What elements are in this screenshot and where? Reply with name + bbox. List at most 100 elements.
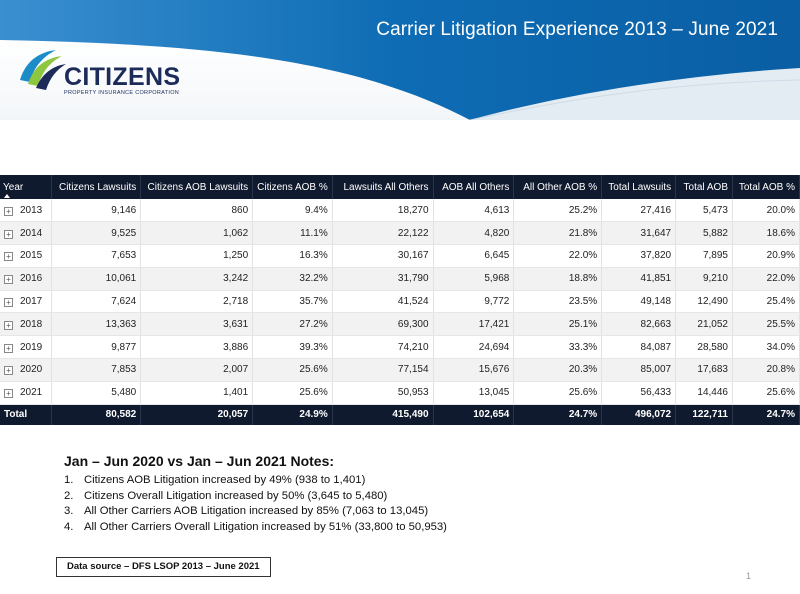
column-header[interactable]: Total AOB [675, 175, 733, 199]
table-cell: 10,061 [51, 267, 142, 291]
table-cell: 18.8% [513, 267, 603, 291]
table-cell: 20.9% [732, 244, 800, 268]
total-cell: 80,582 [51, 404, 142, 426]
total-row: Total 80,582 20,057 24.9% 415,490 102,654 24.7… [0, 404, 800, 426]
table-cell: 12,490 [675, 290, 733, 314]
table-cell: 9,525 [51, 221, 142, 246]
table-cell: 2,007 [140, 358, 254, 382]
expand-row-icon[interactable]: + [4, 343, 13, 353]
column-header[interactable]: Citizens AOB Lawsuits [140, 175, 254, 199]
table-cell: 28,580 [675, 335, 733, 360]
table-cell: 25.6% [732, 381, 800, 405]
table-cell: 31,647 [601, 221, 677, 246]
total-cell: 24.9% [252, 404, 333, 426]
expand-row-icon[interactable]: + [4, 366, 13, 376]
list-item: 4. All Other Carriers Overall Litigation … [64, 520, 447, 533]
table-cell: 56,433 [601, 381, 677, 405]
total-cell: 102,654 [433, 404, 515, 426]
table-cell: 41,851 [601, 267, 677, 291]
table-cell: 25.2% [513, 199, 603, 223]
year-cell: +2017 [0, 290, 53, 314]
table-header-row: Year Citizens Lawsuits Citizens AOB Laws… [0, 175, 800, 199]
table-cell: 3,242 [140, 267, 254, 291]
logo-wordmark: CITIZENS [64, 63, 181, 91]
expand-row-icon[interactable]: + [4, 320, 13, 330]
table-cell: 49,148 [601, 290, 677, 314]
table-cell: 31,790 [332, 267, 434, 291]
table-cell: 9,877 [51, 335, 142, 360]
expand-row-icon[interactable]: + [4, 298, 13, 308]
sort-ascending-icon[interactable] [4, 194, 10, 198]
year-cell: +2013 [0, 199, 53, 223]
table-cell: 33.3% [513, 335, 603, 360]
table-cell: 3,631 [140, 312, 254, 337]
table-cell: 17,683 [675, 358, 733, 382]
table-cell: 39.3% [252, 335, 333, 360]
table-row: +2016 10,061 3,242 32.2% 31,790 5,968 18.8% 41,… [0, 267, 800, 291]
table-cell: 32.2% [252, 267, 333, 291]
table-cell: 34.0% [732, 335, 800, 360]
litigation-table: Year Citizens Lawsuits Citizens AOB Laws… [0, 175, 800, 426]
table-cell: 22,122 [332, 221, 434, 246]
page-number: 1 [746, 571, 752, 581]
table-cell: 1,062 [140, 221, 254, 246]
list-item: 3. All Other Carriers AOB Litigation incr… [64, 505, 429, 518]
column-header[interactable]: AOB All Others [433, 175, 515, 199]
column-header[interactable]: Total Lawsuits [601, 175, 677, 199]
table-cell: 4,820 [433, 221, 515, 246]
table-cell: 37,820 [601, 244, 677, 268]
table-cell: 5,968 [433, 267, 515, 291]
list-item: 2. Citizens Overall Litigation increased … [64, 489, 388, 502]
table-row: +2013 9,146 860 9.4% 18,270 4,613 25.2% 27,416 5… [0, 199, 800, 223]
citizens-swoosh-icon [20, 50, 66, 90]
table-cell: 1,401 [140, 381, 254, 405]
expand-row-icon[interactable]: + [4, 206, 13, 216]
table-cell: 20.3% [513, 358, 603, 382]
table-cell: 82,663 [601, 312, 677, 337]
table-cell: 25.5% [732, 312, 800, 337]
notes-list: 1. Citizens AOB Litigation increased by 4… [64, 473, 447, 535]
table-cell: 7,895 [675, 244, 733, 268]
table-cell: 1,250 [140, 244, 254, 268]
table-cell: 23.5% [513, 290, 603, 314]
header-banner: Carrier Litigation Experience 2013 – Jun… [0, 0, 800, 120]
column-header[interactable]: Citizens AOB % [252, 175, 333, 199]
table-cell: 21,052 [675, 312, 733, 337]
table-cell: 20.8% [732, 358, 800, 382]
table-cell: 85,007 [601, 358, 677, 382]
table-cell: 15,676 [433, 358, 515, 382]
column-header[interactable]: Lawsuits All Others [332, 175, 434, 199]
table-cell: 74,210 [332, 335, 434, 360]
column-header-year[interactable]: Year [0, 175, 53, 199]
total-cell: 122,711 [675, 404, 733, 426]
table-row: +2014 9,525 1,062 11.1% 22,122 4,820 21.8% 31,6… [0, 221, 800, 246]
table-cell: 5,480 [51, 381, 142, 405]
expand-row-icon[interactable]: + [4, 389, 13, 399]
table-cell: 9,146 [51, 199, 142, 223]
page-title: Carrier Litigation Experience 2013 – Jun… [376, 19, 778, 40]
column-header[interactable]: Total AOB % [732, 175, 800, 199]
citizens-logo: CITIZENS PROPERTY INSURANCE CORPORATION [16, 46, 180, 102]
notes-title: Jan – Jun 2020 vs Jan – Jun 2021 Notes: [64, 453, 335, 469]
list-item: 1. Citizens AOB Litigation increased by 4… [64, 474, 366, 486]
table-cell: 16.3% [252, 244, 333, 268]
year-cell: +2021 [0, 381, 53, 405]
total-cell: 415,490 [332, 404, 434, 426]
expand-row-icon[interactable]: + [4, 229, 13, 239]
total-label: Total [0, 404, 53, 426]
table-cell: 13,045 [433, 381, 515, 405]
table-cell: 27.2% [252, 312, 333, 337]
table-cell: 11.1% [252, 221, 333, 246]
column-header[interactable]: Citizens Lawsuits [51, 175, 142, 199]
column-header[interactable]: All Other AOB % [513, 175, 603, 199]
expand-row-icon[interactable]: + [4, 275, 13, 285]
table-cell: 25.1% [513, 312, 603, 337]
table-cell: 14,446 [675, 381, 733, 405]
table-cell: 17,421 [433, 312, 515, 337]
table-cell: 21.8% [513, 221, 603, 246]
expand-row-icon[interactable]: + [4, 252, 13, 262]
table-cell: 30,167 [332, 244, 434, 268]
table-cell: 7,624 [51, 290, 142, 314]
total-cell: 496,072 [601, 404, 677, 426]
year-cell: +2020 [0, 358, 53, 382]
